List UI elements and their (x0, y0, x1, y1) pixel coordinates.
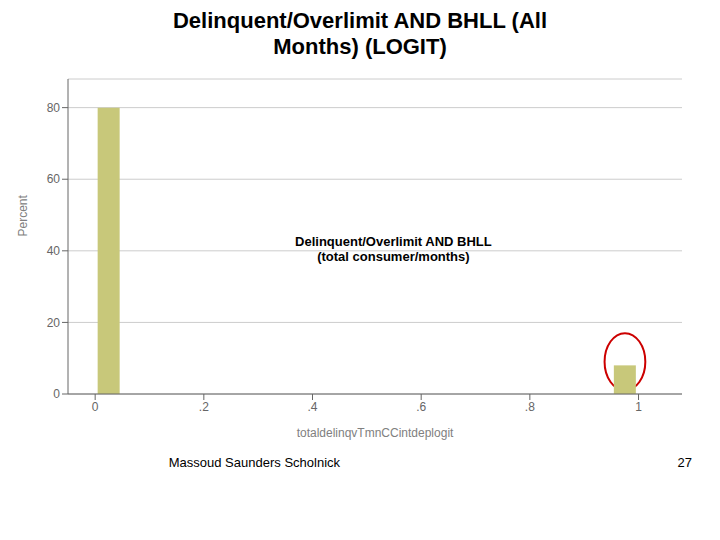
svg-text:.8: .8 (525, 399, 535, 413)
html-text:Delinquent/Overlimit AND BHLL: Delinquent/Overlimit AND BHLL (All Month… (173, 8, 547, 60)
svg-text:80: 80 (47, 101, 61, 115)
svg-text:Percent: Percent (16, 194, 30, 236)
svg-text:totaldelinqvTmnCCintdeplogit: totaldelinqvTmnCCintdeplogit (297, 426, 454, 440)
svg-text:60: 60 (47, 172, 61, 186)
svg-text:1: 1 (635, 399, 642, 413)
svg-text:0: 0 (92, 399, 99, 413)
svg-text:.6: .6 (416, 399, 426, 413)
svg-text:.2: .2 (199, 399, 209, 413)
svg-text:20: 20 (47, 315, 61, 329)
html-text:Massoud Saunders Scholnick: Massoud Saunders Scholnick (168, 454, 340, 470)
svg-text:40: 40 (47, 244, 61, 258)
svg-text:0: 0 (53, 387, 60, 401)
html-text:27: 27 (677, 454, 692, 470)
html-text:Delinquent/Overlimit AND BHLL: Delinquent/Overlimit AND BHLL (total con… (295, 233, 492, 264)
svg-text:.4: .4 (308, 399, 318, 413)
